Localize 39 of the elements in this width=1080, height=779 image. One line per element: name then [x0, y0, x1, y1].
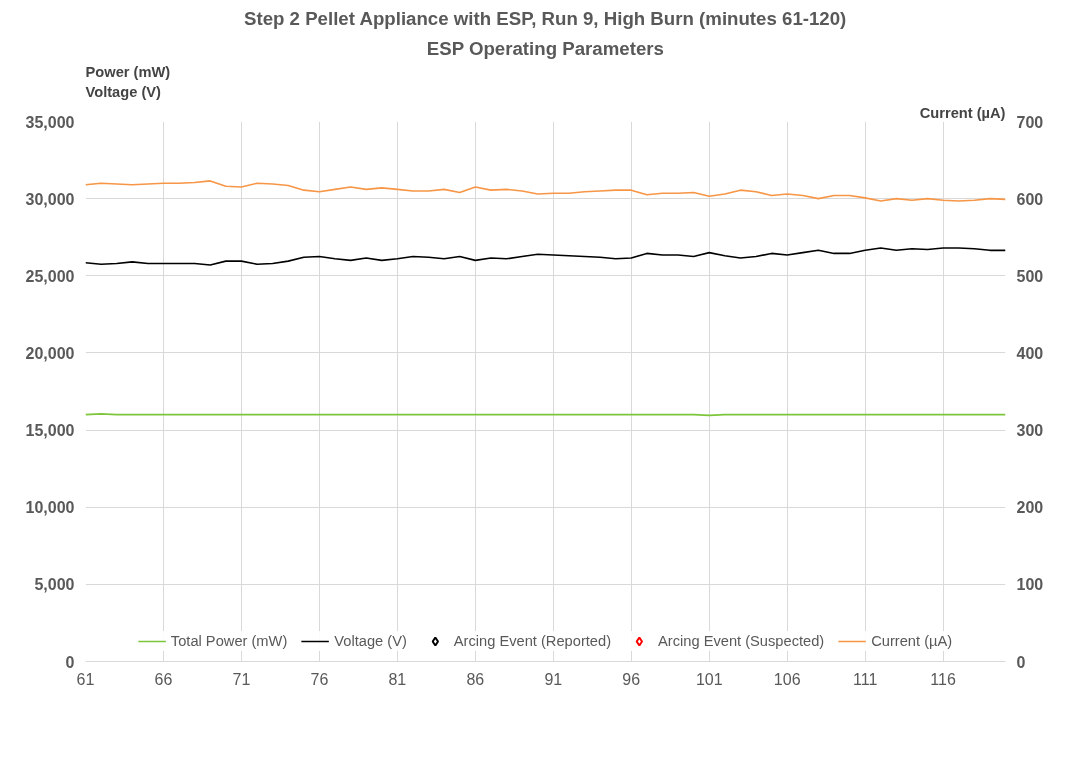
- x-tick-label: 81: [388, 670, 407, 688]
- y2-tick-label: 0: [1016, 653, 1026, 671]
- y2-tick-label: 200: [1016, 499, 1044, 517]
- x-tick-label: 111: [853, 670, 878, 688]
- x-tick-label: 116: [930, 670, 956, 688]
- y-tick-label: 15,000: [25, 422, 75, 440]
- x-tick-label: 106: [773, 670, 801, 688]
- x-tick-label: 86: [466, 670, 485, 688]
- legend-label: Arcing Event (Reported): [453, 633, 612, 649]
- line-series: [85, 180, 1006, 202]
- x-tick-label: 76: [310, 670, 329, 688]
- x-tick-label: 91: [544, 670, 563, 688]
- y-tick-label: 0: [65, 653, 75, 671]
- y-tick-label: 25,000: [25, 267, 75, 285]
- y-tick-label: 30,000: [25, 190, 75, 208]
- chart-subtitle: ESP Operating Parameters: [426, 37, 664, 59]
- y-tick-label: 5,000: [34, 576, 75, 594]
- x-tick-label: 61: [76, 670, 95, 688]
- y2-axis-title: Current (µA): [919, 104, 1006, 121]
- legend-label: Arcing Event (Suspected): [658, 633, 825, 649]
- y-tick-label: 35,000: [25, 113, 75, 131]
- y2-tick-label: 100: [1016, 576, 1044, 594]
- y2-tick-label: 400: [1016, 344, 1044, 362]
- y2-tick-label: 600: [1016, 190, 1044, 208]
- x-tick-label: 101: [695, 670, 723, 688]
- legend-label: Total Power (mW): [170, 633, 288, 649]
- x-tick-label: 66: [154, 670, 173, 688]
- legend-label: Voltage (V): [334, 633, 407, 649]
- x-tick-label: 96: [622, 670, 641, 688]
- y-tick-label: 20,000: [25, 344, 75, 362]
- chart-title: Step 2 Pellet Appliance with ESP, Run 9, High Burn (minutes 61-120): [244, 7, 847, 29]
- y2-tick-label: 700: [1016, 113, 1044, 131]
- y2-tick-label: 500: [1016, 267, 1044, 285]
- y-axis-title: Power (mW) Voltage (V): [85, 63, 171, 101]
- legend-label: Current (µA): [871, 633, 953, 649]
- y2-tick-label: 300: [1016, 422, 1044, 440]
- line-series: [85, 247, 1006, 266]
- x-tick-label: 71: [232, 670, 251, 688]
- y-tick-label: 10,000: [25, 499, 75, 517]
